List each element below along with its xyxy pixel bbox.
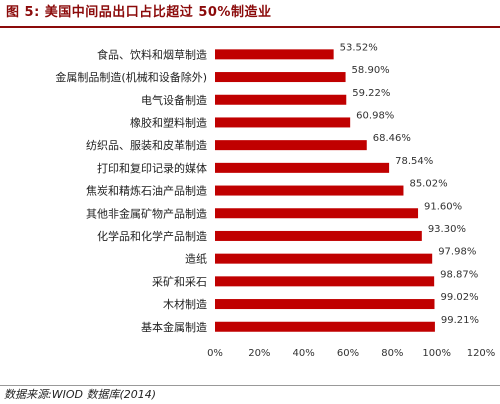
value-label: 99.02% [440,292,478,303]
bar [215,94,347,105]
value-label: 85.02% [409,179,447,190]
category-label: 化学品和化学产品制造 [97,229,207,243]
value-label: 68.46% [373,133,411,144]
x-tick-label: 80% [381,348,403,359]
title-rule [0,26,500,28]
value-label: 78.54% [395,156,433,167]
category-label: 基本金属制造 [141,320,207,334]
bar [215,140,367,151]
category-label: 焦炭和精炼石油产品制造 [86,184,207,198]
bar [215,185,404,196]
value-label: 97.98% [438,247,476,258]
x-tick-label: 40% [293,348,315,359]
category-label: 造纸 [185,252,207,266]
bar [215,253,433,264]
x-tick-label: 60% [337,348,359,359]
category-label: 金属制品制造(机械和设备除外) [55,70,207,84]
x-tick-label: 100% [422,348,451,359]
x-tick-label: 20% [248,348,270,359]
figure-title: 图 5: 美国中间品出口占比超过 50%制造业 [6,5,272,20]
category-label: 电气设备制造 [141,93,207,107]
category-label: 其他非金属矿物产品制造 [86,206,207,220]
bar [215,230,422,241]
bar [215,162,390,173]
bar [215,276,435,287]
bar [215,208,419,219]
value-label: 93.30% [428,224,466,235]
value-label: 98.87% [440,269,478,280]
x-tick-label: 0% [207,348,223,359]
bar [215,49,334,60]
data-source-note: 数据来源:WIOD 数据库(2014) [0,385,500,403]
value-label: 59.22% [352,88,390,99]
x-tick-label: 120% [467,348,496,359]
bar [215,72,346,83]
value-label: 53.52% [340,42,378,53]
category-label: 木材制造 [163,297,207,311]
category-label: 采矿和采石 [152,275,207,288]
value-label: 60.98% [356,110,394,121]
bar-chart: 食品、饮料和烟草制造 53.52% 金属制品制造(机械和设备除外) 58.90% 电气设… [55,42,496,359]
value-label: 99.21% [441,315,479,326]
category-label: 食品、饮料和烟草制造 [97,47,207,61]
value-label: 58.90% [352,65,390,76]
category-label: 纺织品、服装和皮革制造 [86,138,207,152]
value-label: 91.60% [424,201,462,212]
category-label: 橡胶和塑料制造 [130,115,207,129]
bar [215,321,435,332]
bar [215,117,351,128]
category-label: 打印和复印记录的媒体 [97,161,207,175]
bar [215,299,435,310]
